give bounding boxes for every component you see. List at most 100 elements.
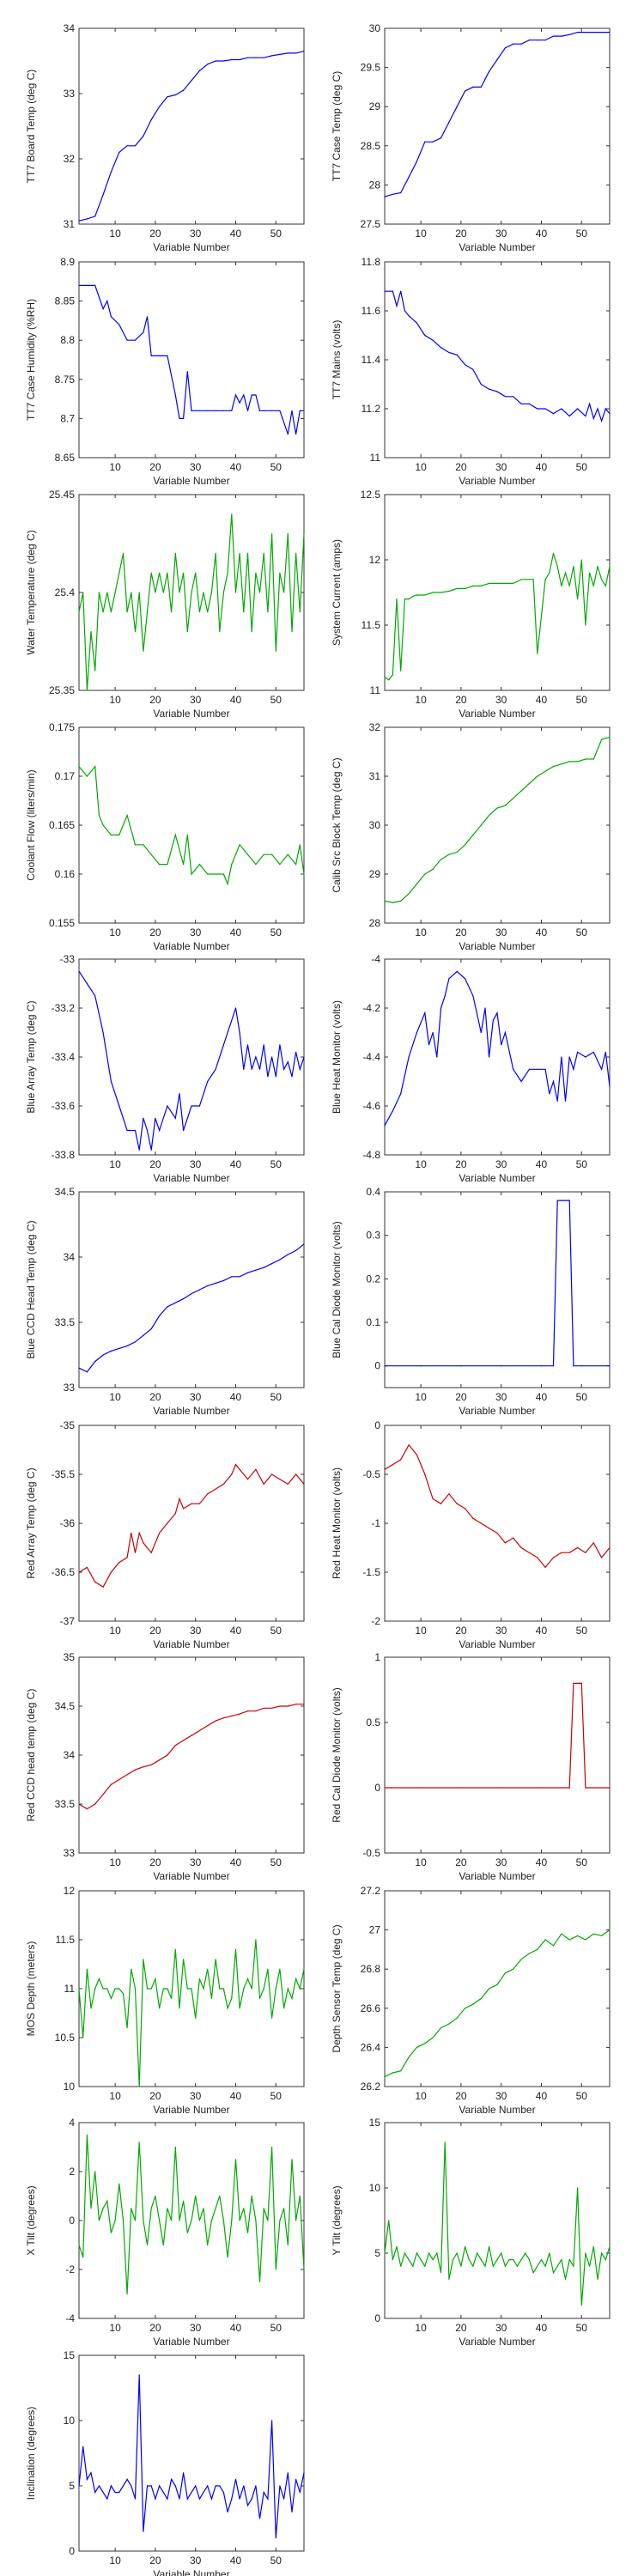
data-point: [279, 572, 281, 574]
x-tick-label: 20: [149, 228, 161, 240]
data-point: [601, 1068, 603, 1070]
x-tick-label: 10: [415, 228, 427, 240]
data-point: [86, 2134, 88, 2136]
data-point: [174, 2146, 176, 2148]
data-point: [271, 854, 273, 855]
data-point: [412, 2265, 414, 2267]
data-point: [279, 1044, 281, 1046]
y-tick-label: 30: [369, 819, 381, 831]
data-point: [267, 1968, 269, 1970]
data-point: [544, 408, 546, 410]
data-point: [564, 1200, 567, 1201]
x-tick-label: 30: [495, 2090, 507, 2102]
data-point: [573, 1365, 574, 1367]
data-point: [577, 761, 579, 762]
data-point: [416, 594, 417, 596]
data-point: [303, 410, 305, 411]
x-tick-label: 40: [536, 228, 548, 240]
data-point: [246, 1044, 249, 1046]
chart-panel-4: 10 20 30 40 50 11 11.2 11.4 11.6 11.8 Variable Num…: [331, 256, 611, 487]
data-point: [544, 2265, 546, 2267]
x-tick-label: 20: [455, 927, 467, 939]
data-point: [552, 413, 555, 415]
data-point: [110, 171, 112, 173]
data-point: [400, 290, 402, 292]
data-point: [118, 1988, 120, 1990]
data-point: [162, 2492, 164, 2494]
x-tick-label: 50: [576, 694, 588, 706]
data-point: [222, 2220, 224, 2221]
data-point: [98, 1978, 100, 1980]
y-tick-label: 31: [64, 218, 76, 230]
data-point: [134, 1769, 137, 1771]
data-point: [400, 900, 402, 902]
x-axis-label: Variable Number: [459, 1172, 535, 1184]
data-point: [303, 1056, 305, 1058]
data-point: [231, 864, 233, 866]
y-tick-label: -0.5: [362, 1847, 380, 1859]
x-tick-label: 50: [270, 1158, 283, 1170]
data-point: [609, 2245, 611, 2247]
data-point: [102, 1031, 104, 1034]
x-tick-label: 10: [109, 694, 121, 706]
data-point: [183, 1129, 185, 1132]
data-point: [271, 1707, 273, 1709]
data-point: [472, 368, 474, 370]
data-point: [110, 611, 112, 613]
x-tick-label: 50: [270, 461, 283, 473]
data-point: [222, 1717, 224, 1719]
y-tick-label: 34.5: [55, 1700, 76, 1712]
data-point: [231, 2220, 233, 2221]
x-tick-label: 10: [109, 228, 121, 240]
data-point: [94, 1361, 96, 1363]
x-tick-label: 10: [109, 1856, 121, 1868]
data-point: [504, 805, 507, 806]
data-point: [198, 1729, 200, 1732]
data-point: [303, 873, 305, 875]
data-point: [207, 1493, 209, 1495]
x-tick-label: 40: [536, 2090, 548, 2102]
y-axis-label: TT7 Mains (volts): [331, 320, 343, 400]
data-point: [496, 2259, 498, 2261]
data-point: [480, 2259, 482, 2261]
data-point: [564, 1100, 567, 1102]
data-point: [400, 2070, 402, 2072]
x-tick-label: 50: [576, 2090, 588, 2102]
x-axis-label: Variable Number: [459, 940, 535, 952]
series-line: [78, 765, 305, 886]
data-point: [299, 1068, 301, 1070]
x-tick-label: 50: [270, 1625, 283, 1637]
y-tick-label: 8.75: [55, 374, 76, 386]
data-point: [577, 1051, 579, 1053]
data-point: [432, 2259, 434, 2261]
data-point: [552, 552, 555, 555]
data-point: [384, 1787, 386, 1789]
x-tick-label: 30: [190, 461, 202, 473]
data-point: [492, 2265, 494, 2267]
data-point: [388, 2220, 390, 2221]
data-point: [222, 1988, 224, 1990]
data-point: [424, 1473, 426, 1475]
data-point: [537, 39, 538, 41]
data-point: [174, 1513, 176, 1515]
y-axis-label: Blue Array Temp (deg C): [25, 1000, 37, 1113]
data-point: [520, 43, 522, 45]
x-tick-label: 20: [149, 2090, 161, 2102]
data-point: [480, 86, 482, 88]
data-point: [183, 1740, 185, 1741]
data-point: [392, 1464, 393, 1466]
x-tick-label: 30: [190, 1391, 202, 1403]
data-point: [234, 2478, 237, 2480]
x-tick-label: 20: [455, 1391, 467, 1403]
y-tick-label: 32: [64, 153, 76, 165]
series-line: [384, 31, 610, 197]
data-point: [392, 290, 393, 292]
data-point: [243, 1988, 245, 1990]
chart-panel-5: 10 20 30 40 50 25.35 25.4 25.45 Variable Number W…: [25, 489, 305, 720]
y-tick-label: 29: [369, 868, 381, 880]
x-tick-label: 10: [415, 694, 427, 706]
data-point: [537, 653, 538, 655]
data-point: [532, 579, 534, 580]
y-tick-label: 29.5: [361, 62, 381, 74]
data-point: [295, 1051, 297, 1053]
